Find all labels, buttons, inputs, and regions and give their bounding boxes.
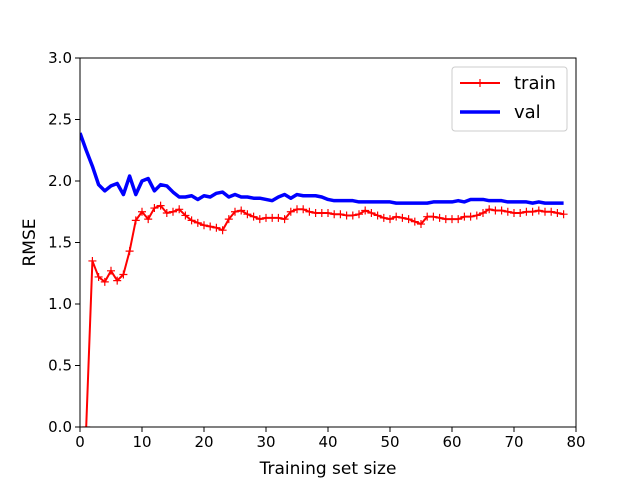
data-point-train: [237, 206, 246, 215]
data-point-train: [119, 270, 128, 279]
data-point-train: [417, 220, 425, 229]
data-point-train: [218, 226, 227, 235]
x-tick-label: 0: [75, 433, 85, 451]
data-point-train: [249, 212, 258, 221]
data-point-train: [367, 208, 376, 217]
data-point-train: [280, 215, 289, 224]
data-point-train: [100, 277, 109, 286]
y-tick-label: 2.0: [48, 172, 72, 190]
data-point-train: [472, 211, 481, 220]
x-axis-title: Training set size: [259, 459, 397, 479]
data-point-train: [379, 213, 388, 222]
data-point-train: [398, 213, 407, 222]
legend-train-label: train: [514, 73, 556, 94]
data-point-train: [88, 256, 97, 265]
data-point-train: [138, 207, 146, 216]
y-tick-label: 0.0: [48, 418, 72, 436]
data-point-train: [231, 207, 239, 216]
data-point-train: [200, 221, 208, 230]
data-point-train: [559, 210, 568, 219]
data-point-train: [373, 211, 382, 220]
legend-train-marker: [476, 79, 484, 87]
data-point-train: [125, 247, 134, 256]
data-point-train: [516, 208, 525, 217]
plot-area: [79, 57, 577, 428]
data-point-train: [386, 215, 394, 224]
data-point-train: [286, 207, 295, 216]
data-point-train: [485, 205, 494, 214]
data-point-train: [162, 208, 171, 217]
data-point-train: [131, 216, 140, 225]
data-point-train: [547, 207, 556, 216]
data-point-train: [392, 212, 401, 221]
x-tick-label: 50: [380, 433, 399, 451]
data-point-train: [348, 211, 357, 220]
data-point-train: [410, 217, 419, 226]
data-point-train: [181, 211, 190, 220]
data-point-train: [150, 204, 159, 213]
data-point-train: [94, 272, 103, 281]
data-point-train: [454, 215, 463, 224]
y-tick-label: 1.5: [48, 234, 72, 252]
legend-train-plus: [476, 79, 484, 87]
data-point-train: [305, 207, 314, 216]
data-point-train: [82, 423, 91, 427]
data-point-train: [361, 206, 370, 215]
data-point-train: [466, 212, 475, 221]
data-point-train: [429, 212, 438, 221]
data-point-train: [144, 215, 153, 224]
y-axis-title: RMSE: [20, 218, 40, 266]
data-point-train: [224, 215, 233, 224]
data-point-train: [212, 223, 221, 232]
data-point-train: [355, 210, 363, 219]
data-point-train: [479, 208, 487, 217]
x-tick-label: 20: [194, 433, 213, 451]
x-tick-label: 80: [566, 433, 585, 451]
data-point-train: [107, 266, 115, 275]
data-point-train: [435, 213, 444, 222]
data-point-train: [497, 206, 506, 215]
x-tick-label: 10: [132, 433, 151, 451]
data-point-train: [299, 205, 308, 214]
x-tick-label: 70: [504, 433, 523, 451]
data-point-train: [169, 207, 177, 216]
y-tick-label: 1.0: [48, 295, 72, 313]
series-line-val: [80, 132, 564, 205]
x-tick-label: 30: [256, 433, 275, 451]
series-val: [80, 132, 564, 205]
series-layer: [80, 132, 568, 427]
y-tick-label: 3.0: [48, 49, 72, 67]
data-point-train: [243, 210, 252, 219]
data-point-train: [274, 213, 283, 222]
y-tick-label: 2.5: [48, 111, 72, 129]
data-point-train: [113, 276, 122, 285]
legend-val-label: val: [514, 102, 541, 123]
data-point-train: [156, 201, 165, 210]
data-point-train: [175, 205, 184, 214]
x-tick-label: 40: [318, 433, 337, 451]
x-axis-ticks: 0 10 20 30 40 50 60 70 80: [75, 427, 586, 451]
data-point-train: [528, 207, 537, 216]
data-point-train: [324, 208, 332, 217]
data-point-train: [503, 207, 512, 216]
data-point-train: [336, 210, 345, 219]
data-point-train: [404, 215, 413, 224]
legend: train val: [451, 66, 568, 132]
y-tick-label: 0.5: [48, 357, 72, 375]
y-axis-ticks: 0.0 0.5 1.0 1.5 2.0 2.5 3.0: [48, 49, 80, 436]
data-point-train: [534, 206, 543, 215]
data-point-train: [193, 218, 202, 227]
data-point-train: [206, 222, 215, 231]
data-point-train: [553, 208, 562, 217]
x-tick-label: 60: [442, 433, 461, 451]
data-point-train: [255, 215, 264, 224]
series-train: [82, 201, 568, 427]
data-point-train: [187, 216, 196, 225]
